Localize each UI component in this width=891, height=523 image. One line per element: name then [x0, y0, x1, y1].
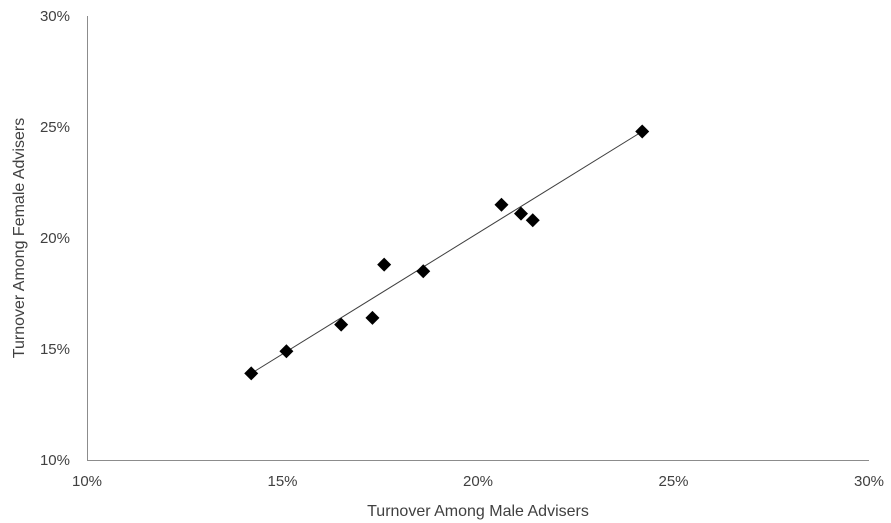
trendline [250, 131, 643, 374]
y-tick-label: 25% [40, 119, 70, 136]
data-point [244, 366, 259, 381]
data-point [525, 213, 540, 228]
y-axis-tick-labels: 10% 15% 20% 25% 30% [40, 8, 70, 469]
y-tick-label: 20% [40, 230, 70, 247]
data-point [635, 124, 650, 139]
trendline-group [250, 131, 643, 374]
y-axis-title: Turnover Among Female Advisers [11, 118, 28, 358]
x-tick-label: 30% [854, 473, 884, 490]
data-point [416, 264, 431, 279]
data-point [334, 317, 349, 332]
axes [87, 16, 869, 461]
x-tick-label: 20% [463, 473, 493, 490]
data-point [279, 344, 294, 359]
x-tick-label: 10% [72, 473, 102, 490]
data-point [377, 257, 392, 272]
x-axis-tick-labels: 10% 15% 20% 25% 30% [72, 473, 884, 490]
y-tick-label: 15% [40, 341, 70, 358]
data-point [514, 206, 529, 221]
x-tick-label: 15% [267, 473, 297, 490]
x-axis-title: Turnover Among Male Advisers [367, 503, 589, 520]
data-point [365, 310, 380, 325]
y-tick-label: 10% [40, 452, 70, 469]
data-point [494, 197, 509, 212]
y-tick-label: 30% [40, 8, 70, 25]
x-tick-label: 25% [658, 473, 688, 490]
data-points [244, 124, 650, 381]
